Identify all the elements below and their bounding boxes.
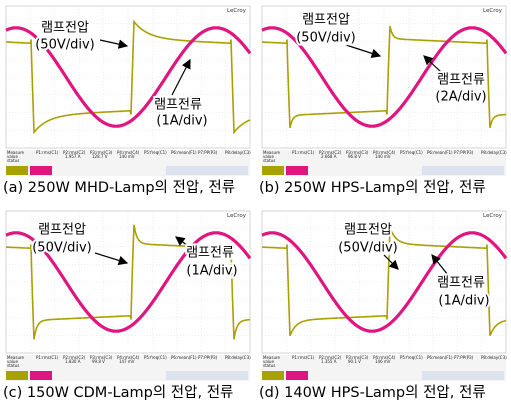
measure-value: 2.668 A [321, 154, 337, 159]
measure-value: 99.8 V [92, 359, 105, 364]
caption: (a) 250W MHD-Lamp의 전압, 전류 [3, 179, 235, 196]
current-scale: (1A/div) [186, 264, 237, 279]
voltage-scale: (50V/div) [32, 241, 92, 256]
timebase-box [166, 371, 248, 380]
scope-panel: LeCroyMeasurevaluestatusP1:rms(C1)P2:rms… [3, 211, 251, 400]
measure-header: P6:mean(F1) [427, 355, 453, 360]
measure-value: 1.957 A [65, 154, 81, 159]
measure-header: P6:mean(F1) [171, 355, 197, 360]
measure-value: 90.1 V [348, 359, 361, 364]
voltage-scale: (50V/div) [296, 31, 356, 46]
measure-value: 147 mV [119, 359, 135, 364]
measure-header: P8:delay(C3) [481, 355, 507, 360]
scope-panel: LeCroyMeasurevaluestatusP1:rms(C1)P2:rms… [259, 6, 507, 196]
brand: LeCroy [483, 8, 503, 14]
measure-header: P7:PP(P3) [198, 355, 218, 360]
scope-panel: LeCroyMeasurevaluestatusP1:rms(C1)P2:rms… [259, 211, 507, 400]
channel-tag [6, 371, 28, 380]
timebase-box [422, 166, 504, 175]
measure-header: P1:rms(C1) [36, 355, 59, 360]
channel-tag [286, 166, 308, 175]
measure-value: 140 mV [119, 154, 135, 159]
measure-value: 1.830 A [65, 359, 81, 364]
brand: LeCroy [227, 8, 247, 14]
measure-value: 146 mV [375, 359, 391, 364]
brand: LeCroy [483, 213, 503, 219]
current-label: 램프전류 [437, 276, 485, 291]
voltage-label: 램프전압 [302, 13, 350, 28]
measure-header: P7:PP(P3) [454, 150, 474, 155]
measure-header: P5:freq(C1) [400, 355, 423, 360]
measure-header: P5:freq(C1) [400, 150, 423, 155]
measure-header: P5:freq(C1) [144, 355, 167, 360]
scope-panel: LeCroyMeasurevaluestatusP1:rms(C1)P2:rms… [3, 6, 251, 196]
caption: (c) 150W CDM-Lamp의 전압, 전류 [3, 384, 233, 400]
measure-value: 96.8 V [348, 154, 361, 159]
channel-tag [262, 371, 284, 380]
measure-header: P7:PP(P3) [198, 150, 218, 155]
measure-header: P5:freq(C1) [144, 150, 167, 155]
current-label: 램프전류 [437, 73, 485, 88]
measure-header: P8:delay(C3) [481, 150, 507, 155]
measure-row: status [7, 158, 19, 163]
measure-value: 1.355 A [321, 359, 337, 364]
voltage-scale: (50V/div) [338, 241, 398, 256]
figure: LeCroyMeasurevaluestatusP1:rms(C1)P2:rms… [0, 0, 511, 400]
current-scale: (1A/div) [156, 114, 207, 129]
measure-header: P6:mean(F1) [171, 150, 197, 155]
current-label: 램프전류 [186, 246, 234, 261]
channel-tag [30, 166, 52, 175]
timebase-box [166, 166, 248, 175]
measure-value: 128.7 V [92, 154, 108, 159]
channel-tag [262, 166, 284, 175]
voltage-scale: (50V/div) [35, 38, 95, 53]
measure-header: P6:mean(F1) [427, 150, 453, 155]
voltage-label: 램프전압 [344, 223, 392, 238]
measure-header: P1:rms(C1) [292, 355, 315, 360]
voltage-label: 램프전압 [41, 21, 89, 36]
current-scale: (2A/div) [435, 90, 486, 105]
measure-header: P8:delay(C3) [225, 150, 251, 155]
timebase-box [422, 371, 504, 380]
measure-row: status [7, 363, 19, 368]
measure-value: 140 mV [375, 154, 391, 159]
brand: LeCroy [227, 213, 247, 219]
measure-header: P8:delay(C3) [225, 355, 251, 360]
measure-row: status [263, 363, 275, 368]
caption: (b) 250W HPS-Lamp의 전압, 전류 [259, 179, 486, 196]
voltage-label: 램프전압 [38, 223, 86, 238]
channel-tag [286, 371, 308, 380]
channel-tag [30, 371, 52, 380]
measure-header: P1:rms(C1) [36, 150, 59, 155]
caption: (d) 140W HPS-Lamp의 전압, 전류 [259, 384, 486, 400]
channel-tag [6, 166, 28, 175]
current-scale: (1A/div) [438, 294, 489, 309]
current-label: 램프전류 [154, 98, 202, 113]
measure-row: status [263, 158, 275, 163]
measure-header: P1:rms(C1) [292, 150, 315, 155]
measure-header: P7:PP(P3) [454, 355, 474, 360]
